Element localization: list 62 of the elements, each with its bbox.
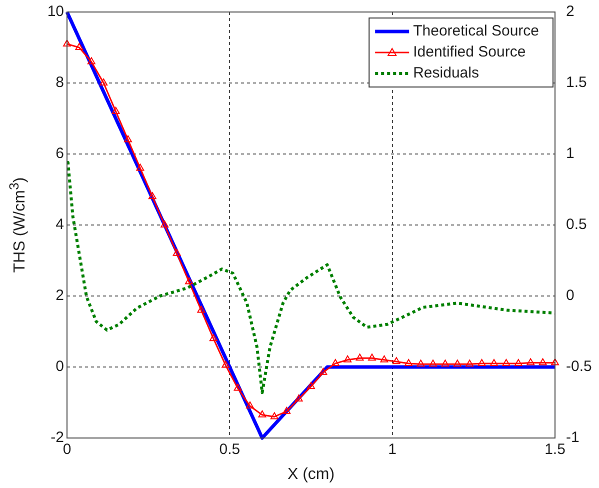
point bbox=[441, 360, 450, 367]
point bbox=[356, 354, 364, 361]
point bbox=[148, 192, 156, 200]
point bbox=[344, 355, 352, 362]
y-tick-label: 2 bbox=[56, 287, 64, 304]
point bbox=[246, 402, 254, 409]
point bbox=[112, 106, 120, 114]
y2-tick-label: -1 bbox=[566, 429, 580, 446]
point bbox=[551, 358, 559, 366]
y-tick-label: -2 bbox=[50, 429, 64, 446]
point bbox=[466, 360, 474, 367]
x-tick-label: 1 bbox=[388, 441, 397, 458]
point bbox=[416, 360, 425, 367]
point bbox=[404, 358, 413, 366]
point bbox=[63, 39, 71, 46]
y-tick-label: 0 bbox=[56, 358, 64, 376]
point bbox=[100, 78, 108, 86]
point bbox=[75, 43, 84, 50]
point bbox=[502, 358, 510, 366]
point bbox=[294, 394, 303, 402]
legend-label: Theoretical Source bbox=[413, 22, 540, 40]
point bbox=[185, 277, 193, 284]
point bbox=[380, 355, 388, 362]
point bbox=[331, 358, 340, 366]
legend-label: Residuals bbox=[413, 64, 479, 82]
point bbox=[526, 358, 535, 366]
point bbox=[319, 368, 328, 375]
point bbox=[124, 135, 132, 142]
y2-tick-label: 1 bbox=[566, 145, 574, 162]
x-tick-label: 1.5 bbox=[544, 441, 566, 458]
point bbox=[234, 384, 242, 391]
y-tick-label: 4 bbox=[56, 216, 64, 234]
y-tick-label: 10 bbox=[47, 3, 64, 20]
point bbox=[307, 382, 315, 390]
point bbox=[514, 358, 522, 366]
y-tick-label: 8 bbox=[56, 74, 64, 92]
point bbox=[258, 410, 266, 418]
y2-tick-label: 1.5 bbox=[566, 74, 587, 92]
y2-tick-label: 0.5 bbox=[566, 216, 587, 234]
y2-tick-label: 2 bbox=[566, 3, 574, 20]
point bbox=[172, 248, 181, 256]
point bbox=[368, 354, 376, 361]
x-tick-label: 0.5 bbox=[219, 441, 240, 458]
point bbox=[429, 360, 437, 367]
point bbox=[282, 406, 291, 414]
point bbox=[270, 412, 278, 420]
point bbox=[197, 306, 206, 313]
legend-label: Identified Source bbox=[413, 44, 526, 61]
y2-tick-label: 0 bbox=[566, 287, 574, 304]
point bbox=[160, 220, 169, 228]
point bbox=[392, 357, 400, 364]
x-axis-title: X (cm) bbox=[287, 466, 335, 483]
point bbox=[490, 358, 498, 366]
y-tick-label: 6 bbox=[56, 145, 64, 162]
point bbox=[453, 360, 462, 367]
y2-tick-label: -0.5 bbox=[566, 358, 592, 376]
point bbox=[209, 334, 218, 342]
point bbox=[136, 164, 144, 171]
point bbox=[538, 358, 547, 366]
point bbox=[87, 57, 96, 64]
point bbox=[478, 358, 486, 366]
point bbox=[222, 360, 230, 368]
